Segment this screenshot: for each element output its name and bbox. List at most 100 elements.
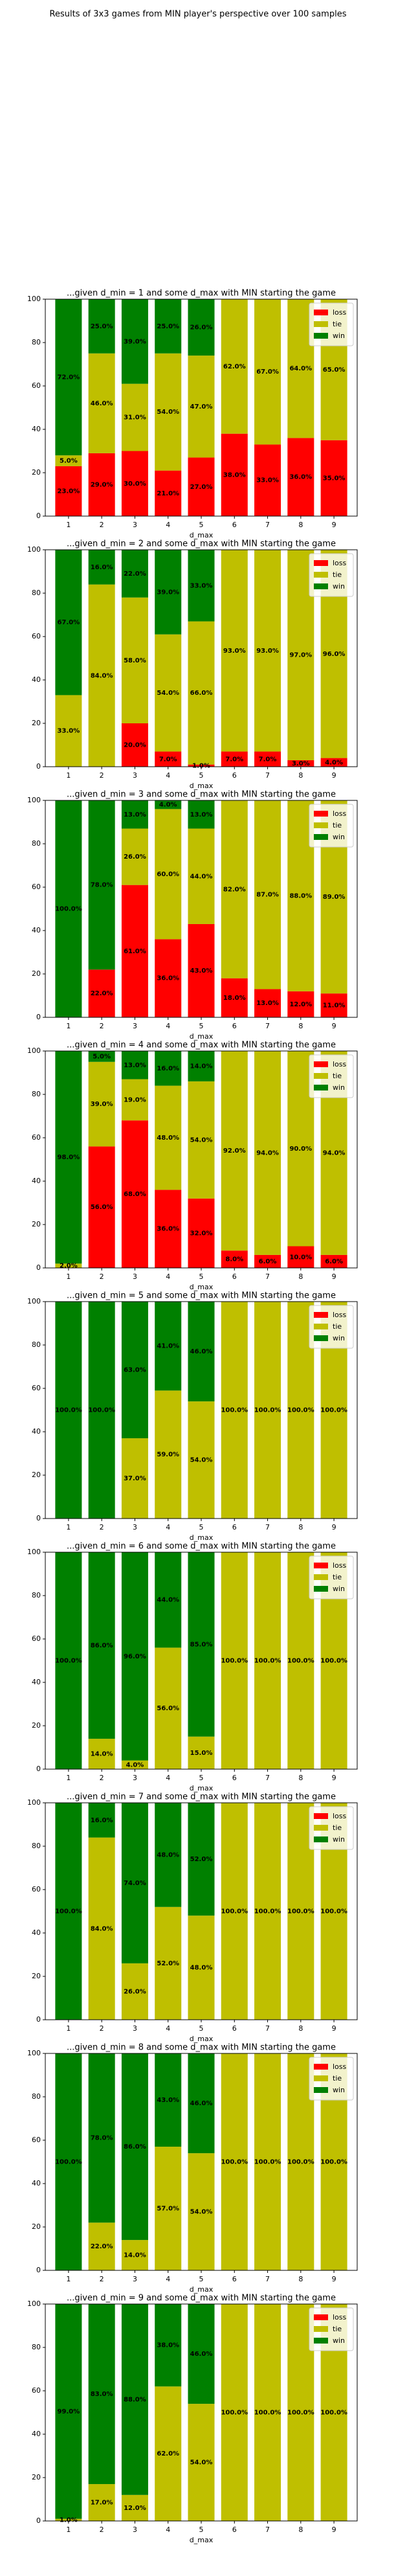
bar-segment [221, 978, 248, 1017]
value-label: 60.0% [157, 871, 179, 878]
y-tick-label: 20 [32, 468, 41, 477]
chart-title: ...given d_min = 9 and some d_max with M… [67, 2294, 336, 2303]
x-tick-label: 6 [232, 2525, 237, 2534]
value-label: 57.0% [157, 2206, 179, 2213]
value-label: 67.0% [58, 619, 80, 626]
legend-label: win [333, 1334, 345, 1342]
bar-segment [188, 828, 215, 924]
value-label: 89.0% [323, 894, 346, 901]
y-tick-label: 60 [32, 2136, 41, 2144]
bar-segment [88, 1803, 115, 1838]
value-label: 26.0% [124, 853, 146, 861]
value-label: 100.0% [254, 2410, 281, 2417]
bar-segment [88, 1061, 115, 1147]
legend-label: tie [333, 2325, 342, 2333]
bar-segment [55, 1263, 82, 1268]
value-label: 54.0% [190, 2209, 213, 2216]
axes-frame [45, 1552, 358, 1770]
x-tick-label: 5 [199, 1523, 204, 1531]
legend-swatch [314, 1586, 328, 1592]
x-tick-label: 2 [100, 2024, 104, 2033]
value-label: 54.0% [190, 1457, 213, 1464]
bar-segment [88, 2222, 115, 2270]
bar-segment [155, 1302, 182, 1391]
y-tick-label: 40 [32, 1928, 41, 1937]
value-label: 5.0% [60, 458, 78, 465]
bar-segment [88, 1837, 115, 2020]
y-tick-label: 20 [32, 1721, 41, 1730]
value-label: 88.0% [289, 892, 312, 899]
bar-segment [155, 2304, 182, 2387]
bar-segment [155, 1647, 182, 1769]
bar-segment [155, 353, 182, 471]
x-tick-label: 6 [232, 771, 237, 780]
bar-segment [221, 2053, 248, 2270]
bar-segment [188, 1552, 215, 1737]
bar-segment [55, 2518, 82, 2521]
bar-segment [121, 597, 148, 723]
bar-segment [121, 1438, 148, 1519]
value-label: 17.0% [91, 2500, 113, 2507]
axes-frame [45, 1802, 358, 2020]
x-tick-label: 9 [332, 2525, 336, 2534]
value-label: 4.0% [325, 759, 343, 766]
x-tick-label: 5 [199, 521, 204, 529]
bar-segment [188, 800, 215, 829]
bar-segment [188, 2153, 215, 2270]
value-label: 14.0% [91, 1751, 113, 1758]
value-label: 13.0% [190, 811, 213, 819]
legend-label: tie [333, 1072, 342, 1080]
x-tick-label: 2 [100, 521, 104, 529]
bar-segment [254, 550, 281, 752]
chart-title: ...given d_min = 8 and some d_max with M… [67, 2043, 336, 2053]
value-label: 100.0% [55, 1407, 82, 1414]
x-tick-label: 2 [100, 1774, 104, 1782]
x-tick-label: 4 [166, 1523, 170, 1531]
bar-segment [88, 2304, 115, 2485]
y-tick-label: 100 [27, 796, 41, 804]
value-label: 27.0% [190, 484, 213, 491]
value-label: 54.0% [190, 1136, 213, 1144]
bar-segment [254, 2304, 281, 2521]
value-label: 16.0% [157, 1065, 179, 1072]
value-label: 84.0% [91, 672, 113, 679]
legend-label: win [333, 1835, 345, 1844]
bar-segment [221, 550, 248, 752]
x-tick-label: 3 [133, 1523, 137, 1531]
legend-swatch [314, 2338, 328, 2344]
value-label: 100.0% [287, 2410, 314, 2417]
value-label: 39.0% [91, 1101, 113, 1108]
x-axis-label: d_max [190, 1533, 214, 1542]
y-tick-label: 60 [32, 2386, 41, 2395]
x-tick-label: 8 [298, 1022, 303, 1030]
value-label: 14.0% [124, 2252, 146, 2259]
value-label: 6.0% [259, 1258, 277, 1265]
y-tick-label: 80 [32, 589, 41, 597]
value-label: 13.0% [124, 1062, 146, 1069]
value-label: 4.0% [126, 1761, 144, 1768]
x-tick-label: 7 [265, 1774, 270, 1782]
bar-segment [188, 2404, 215, 2521]
legend-swatch [314, 2087, 328, 2093]
value-label: 84.0% [91, 1925, 113, 1932]
y-tick-label: 40 [32, 2430, 41, 2438]
value-label: 78.0% [91, 2135, 113, 2142]
value-label: 54.0% [190, 2459, 213, 2467]
legend-label: loss [333, 1561, 347, 1570]
x-tick-label: 4 [166, 2024, 170, 2033]
value-label: 25.0% [91, 323, 113, 330]
bar-segment [155, 470, 182, 516]
bar-segment [188, 1081, 215, 1199]
x-axis-label: d_max [190, 1032, 214, 1041]
y-tick-label: 40 [32, 425, 41, 433]
x-tick-label: 1 [66, 771, 71, 780]
value-label: 63.0% [124, 1367, 146, 1374]
bar-segment [55, 455, 82, 466]
y-tick-label: 100 [27, 2049, 41, 2057]
value-label: 29.0% [91, 481, 113, 488]
y-tick-label: 0 [36, 1514, 41, 1522]
value-label: 20.0% [124, 742, 146, 749]
x-axis-label: d_max [190, 2536, 214, 2544]
bar-segment [254, 2053, 281, 2270]
bar-segment [88, 800, 115, 970]
